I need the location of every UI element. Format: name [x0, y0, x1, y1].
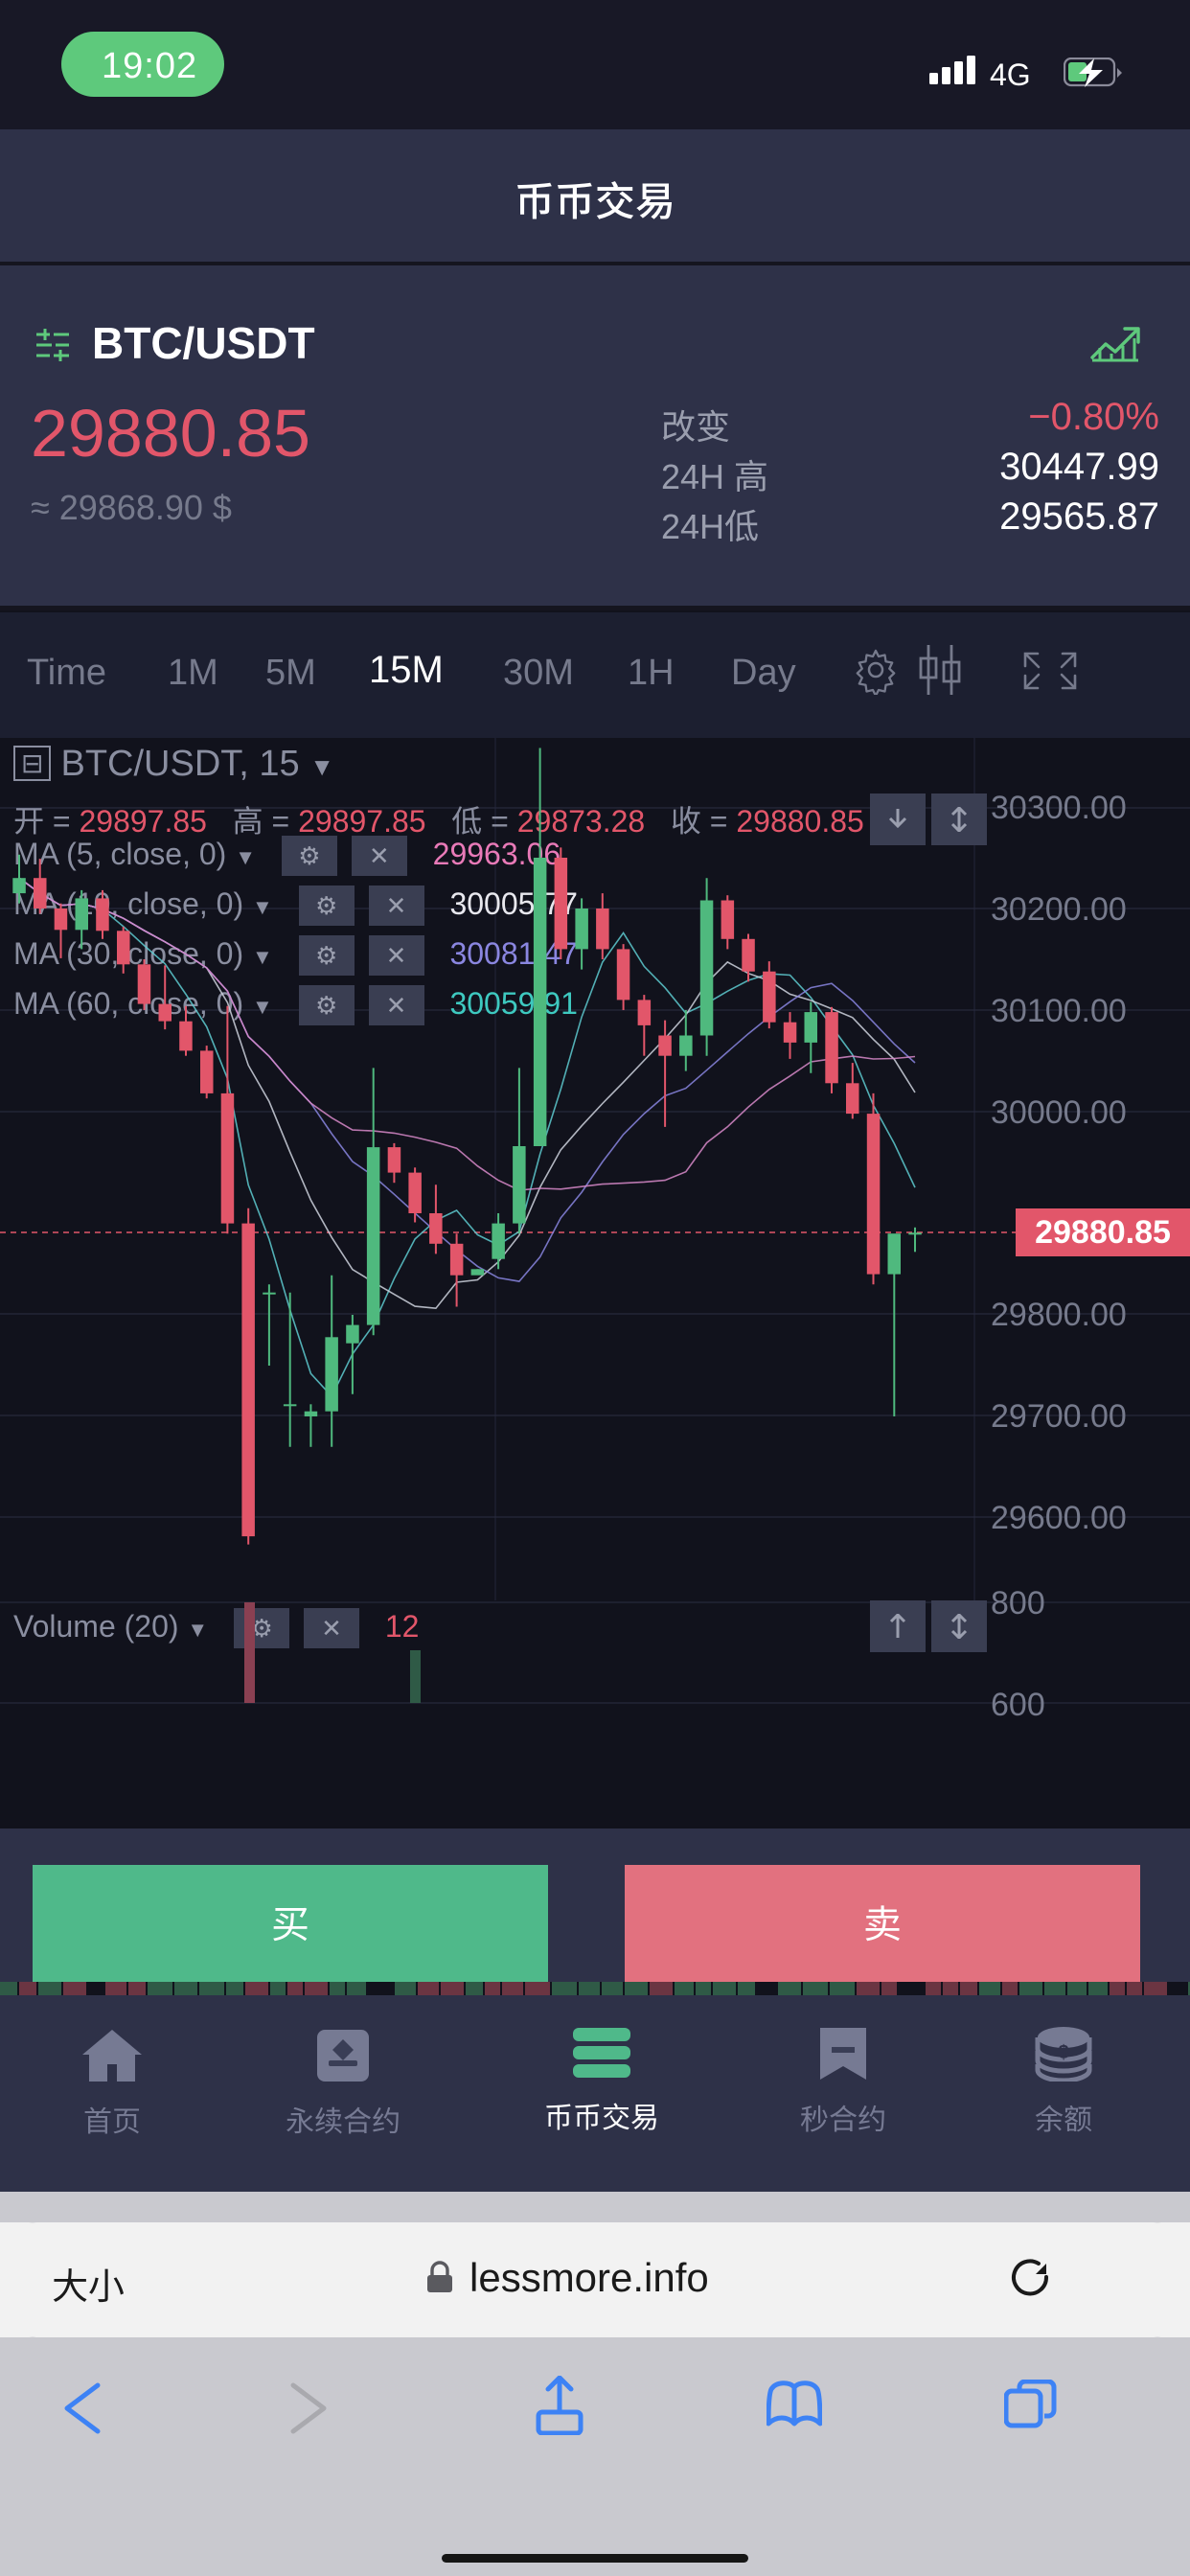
- svg-text:$: $: [1058, 2042, 1068, 2063]
